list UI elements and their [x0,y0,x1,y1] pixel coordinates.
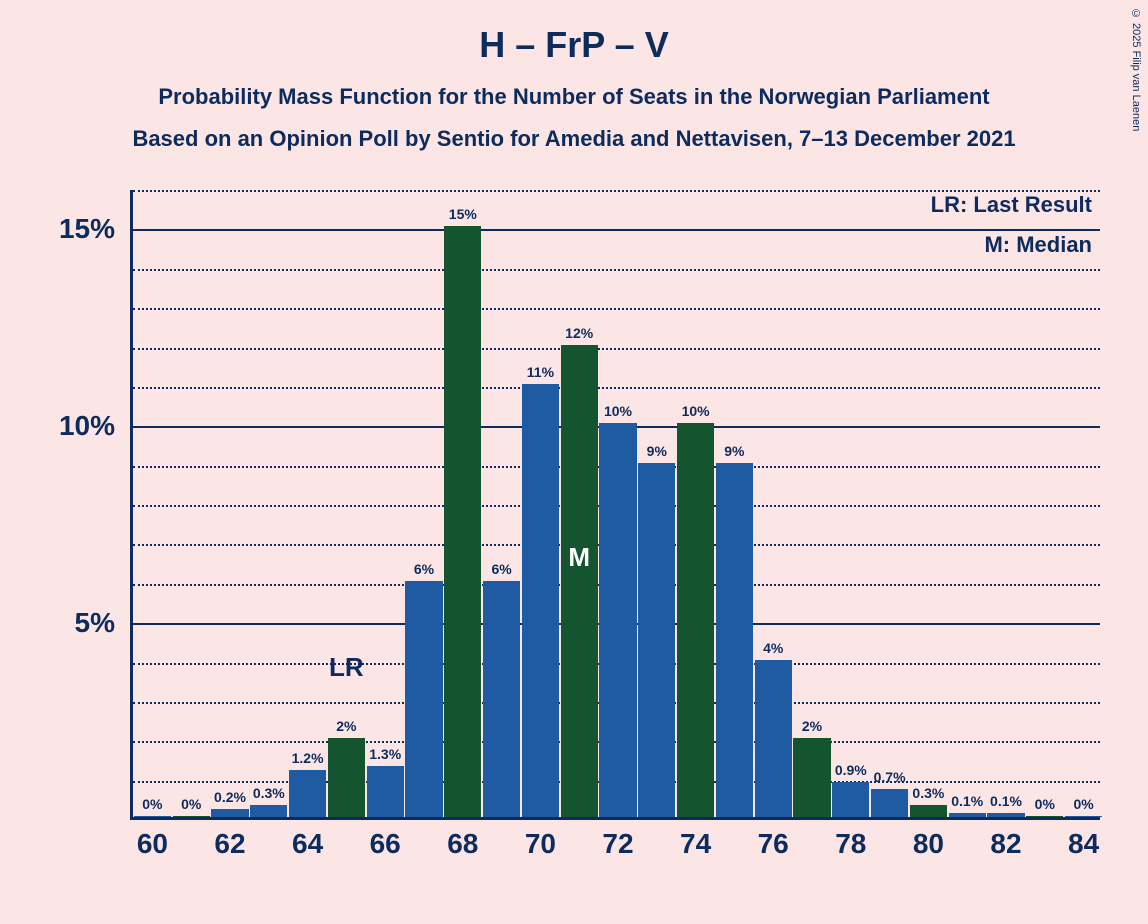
bar [444,226,481,817]
bar [250,805,287,817]
x-axis-label: 82 [990,828,1021,860]
bar [871,789,908,817]
bar-value-label: 0% [142,796,162,812]
annotation-median: M [568,542,590,573]
x-axis-label: 62 [214,828,245,860]
bar [405,581,442,817]
bar [1065,816,1102,817]
chart-subtitle-2: Based on an Opinion Poll by Sentio for A… [0,126,1148,152]
x-axis-label: 84 [1068,828,1099,860]
bar [134,816,171,817]
bar-value-label: 9% [724,443,744,459]
gridline-minor [133,348,1100,350]
bar-value-label: 0% [1073,796,1093,812]
x-axis-label: 80 [913,828,944,860]
bar-value-label: 0.3% [912,785,944,801]
bar [522,384,559,817]
x-axis-label: 64 [292,828,323,860]
bar [483,581,520,817]
bar-value-label: 2% [336,718,356,734]
bar-value-label: 4% [763,640,783,656]
gridline-major [133,229,1100,231]
bar [211,809,248,817]
x-axis-label: 74 [680,828,711,860]
x-axis-label: 70 [525,828,556,860]
bar-value-label: 0.3% [253,785,285,801]
x-axis-label: 68 [447,828,478,860]
bar-value-label: 0.1% [951,793,983,809]
bar-value-label: 1.3% [369,746,401,762]
bar-value-label: 15% [449,206,477,222]
bar-value-label: 10% [604,403,632,419]
gridline-minor [133,387,1100,389]
bar [677,423,714,817]
x-axis-label: 76 [758,828,789,860]
y-axis-label: 15% [59,213,115,245]
chart-area: 5% 10% 15% 60 62 64 66 68 70 72 74 76 78 80 82 84 0% 0% 0.… [60,190,1110,870]
bar-value-label: 12% [565,325,593,341]
bar-value-label: 1.2% [292,750,324,766]
bar-value-label: 0% [1035,796,1055,812]
bar [289,770,326,817]
x-axis-label: 78 [835,828,866,860]
bar [367,766,404,817]
bar-value-label: 9% [647,443,667,459]
bar-value-label: 0.2% [214,789,246,805]
x-axis-label: 60 [137,828,168,860]
y-axis-label: 10% [59,410,115,442]
legend-last-result: LR: Last Result [931,192,1092,218]
bar [987,813,1024,817]
bar [716,463,753,817]
bar [755,660,792,818]
chart-subtitle-1: Probability Mass Function for the Number… [0,84,1148,110]
bar-value-label: 11% [527,364,554,380]
bar-value-label: 0.9% [835,762,867,778]
bar [599,423,636,817]
bar [561,345,598,818]
plot-region: 5%10%15%606264666870727476788082840%0%0.… [130,190,1100,820]
y-axis-label: 5% [75,607,115,639]
bar-value-label: 6% [414,561,434,577]
bar [173,816,210,817]
bar [949,813,986,817]
bar [1026,816,1063,817]
bar [832,782,869,817]
bar-value-label: 0.7% [874,769,906,785]
bar-value-label: 0.1% [990,793,1022,809]
x-axis-label: 66 [370,828,401,860]
bar [638,463,675,817]
bar-value-label: 10% [682,403,710,419]
bar [910,805,947,817]
gridline-minor [133,269,1100,271]
bar-value-label: 6% [491,561,511,577]
gridline-minor [133,308,1100,310]
bar-value-label: 0% [181,796,201,812]
x-axis-label: 72 [602,828,633,860]
bar [793,738,830,817]
legend-median: M: Median [984,232,1092,258]
bar [328,738,365,817]
chart-title: H – FrP – V [0,0,1148,66]
bar-value-label: 2% [802,718,822,734]
annotation-last-result: LR [329,652,364,683]
copyright-text: © 2025 Filip van Laenen [1130,8,1142,131]
